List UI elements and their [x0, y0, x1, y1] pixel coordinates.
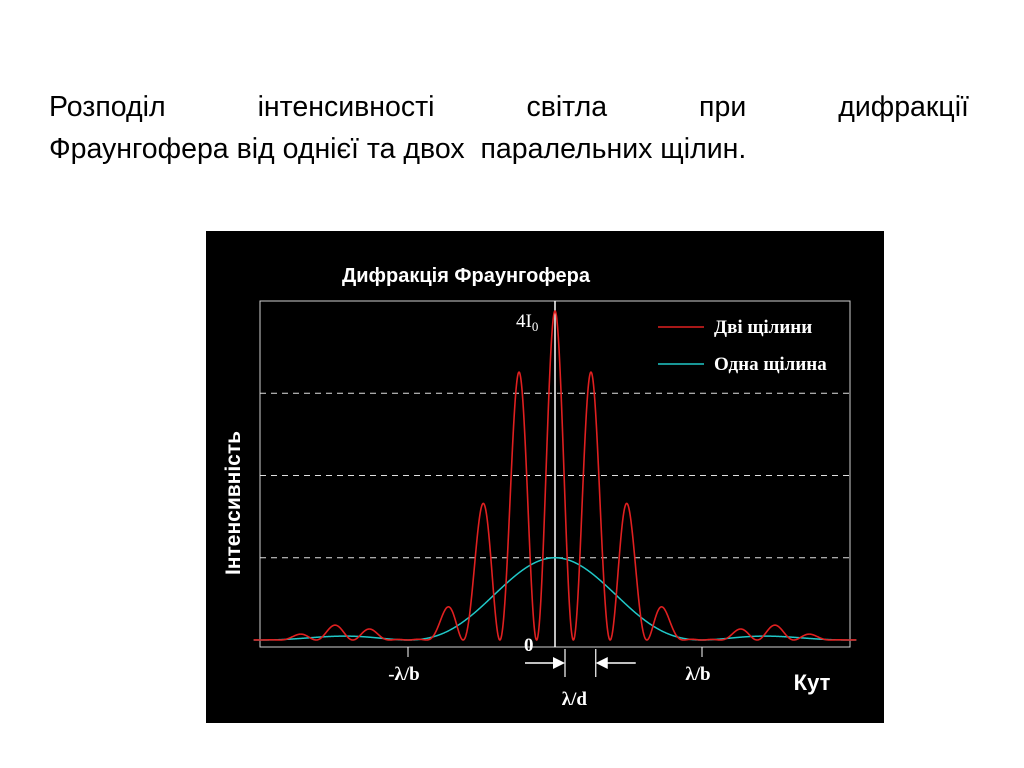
x-axis-label: Кут	[794, 670, 831, 695]
heading-line-1: Розподіл інтенсивності світла при дифрак…	[49, 86, 969, 128]
y-zero-label: 0	[524, 635, 534, 656]
chart-svg: Дифракція Фраунгофера Інтенсивність 4I0 …	[222, 265, 857, 710]
heading-word: Розподіл	[49, 91, 166, 123]
heading-word: при	[699, 91, 747, 123]
y-peak-label-subscript: 0	[532, 319, 539, 334]
interval-arrow-right-head	[595, 657, 608, 669]
legend-label-two-slits: Дві щілини	[714, 317, 812, 338]
interval-label-lambda-d: λ/d	[562, 689, 588, 710]
interval-marker	[525, 649, 636, 677]
heading-word: світла	[526, 91, 608, 123]
legend: Дві щілини Одна щілина	[658, 317, 827, 375]
y-peak-label: 4I0	[516, 311, 538, 334]
x-tick-label-minus-lambda-b: -λ/b	[388, 664, 420, 685]
y-axis-label: Інтенсивність	[222, 431, 245, 575]
series-line-one-slit	[253, 557, 857, 641]
legend-label-one-slit: Одна щілина	[714, 354, 827, 375]
heading-word: інтенсивності	[257, 91, 435, 123]
heading-line-2: Фраунгофера від однієї та двох паралельн…	[49, 133, 747, 165]
chart-title: Дифракція Фраунгофера	[342, 265, 591, 287]
x-tick-label-lambda-b: λ/b	[685, 664, 710, 685]
series-line-two-slits	[253, 310, 857, 641]
x-tick-marks	[407, 647, 703, 657]
diffraction-chart: Дифракція Фраунгофера Інтенсивність 4I0 …	[206, 231, 884, 723]
interval-arrow-left-head	[553, 657, 565, 669]
slide-heading: Розподіл інтенсивності світла при дифрак…	[49, 86, 969, 170]
y-peak-label-main: 4I	[516, 311, 532, 332]
heading-word: дифракції	[838, 91, 969, 123]
